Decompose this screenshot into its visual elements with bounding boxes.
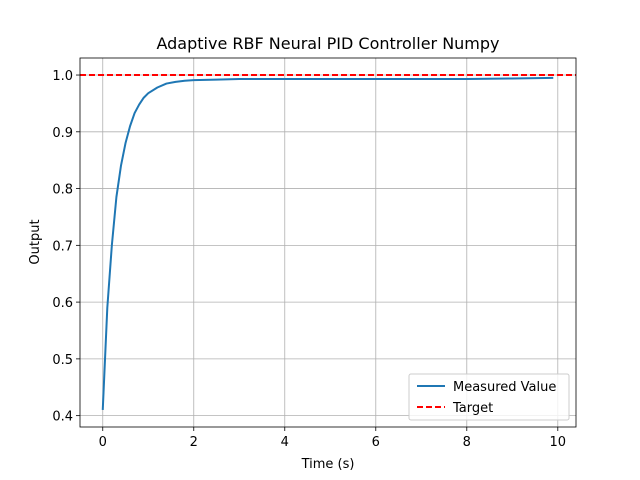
legend-box (408, 373, 570, 421)
x-tick-label: 4 (281, 435, 289, 450)
y-tick-label: 1.0 (52, 69, 73, 84)
x-tick-label: 0 (99, 435, 107, 450)
x-tick-label: 8 (463, 435, 471, 450)
series-line-measured-value (101, 76, 554, 411)
x-tick-label: 10 (550, 435, 567, 450)
y-tick-label: 0.8 (52, 183, 73, 198)
y-tick-label: 0.6 (52, 296, 73, 311)
axis-ticks: 0 2 4 6 8 10 0.4 0.5 0.6 0.7 0.8 0.9 1.0 (52, 69, 566, 450)
chart-title: Adaptive RBF Neural PID Controller Numpy (156, 34, 499, 53)
y-axis-label: Output (28, 219, 43, 264)
y-tick-label: 0.9 (52, 126, 73, 141)
legend-label-measured-value: Measured Value (453, 380, 556, 395)
x-tick-label: 6 (372, 435, 380, 450)
y-tick-label: 0.7 (52, 239, 73, 254)
x-tick-label: 2 (190, 435, 198, 450)
legend-label-target: Target (452, 401, 493, 416)
y-tick-label: 0.4 (52, 410, 73, 425)
plot-frame (79, 57, 577, 428)
plot-lines (80, 74, 576, 411)
legend: Measured Value Target (408, 373, 570, 421)
x-axis-label: Time (s) (301, 457, 355, 472)
y-tick-label: 0.5 (52, 353, 73, 368)
grid-lines (80, 58, 576, 427)
